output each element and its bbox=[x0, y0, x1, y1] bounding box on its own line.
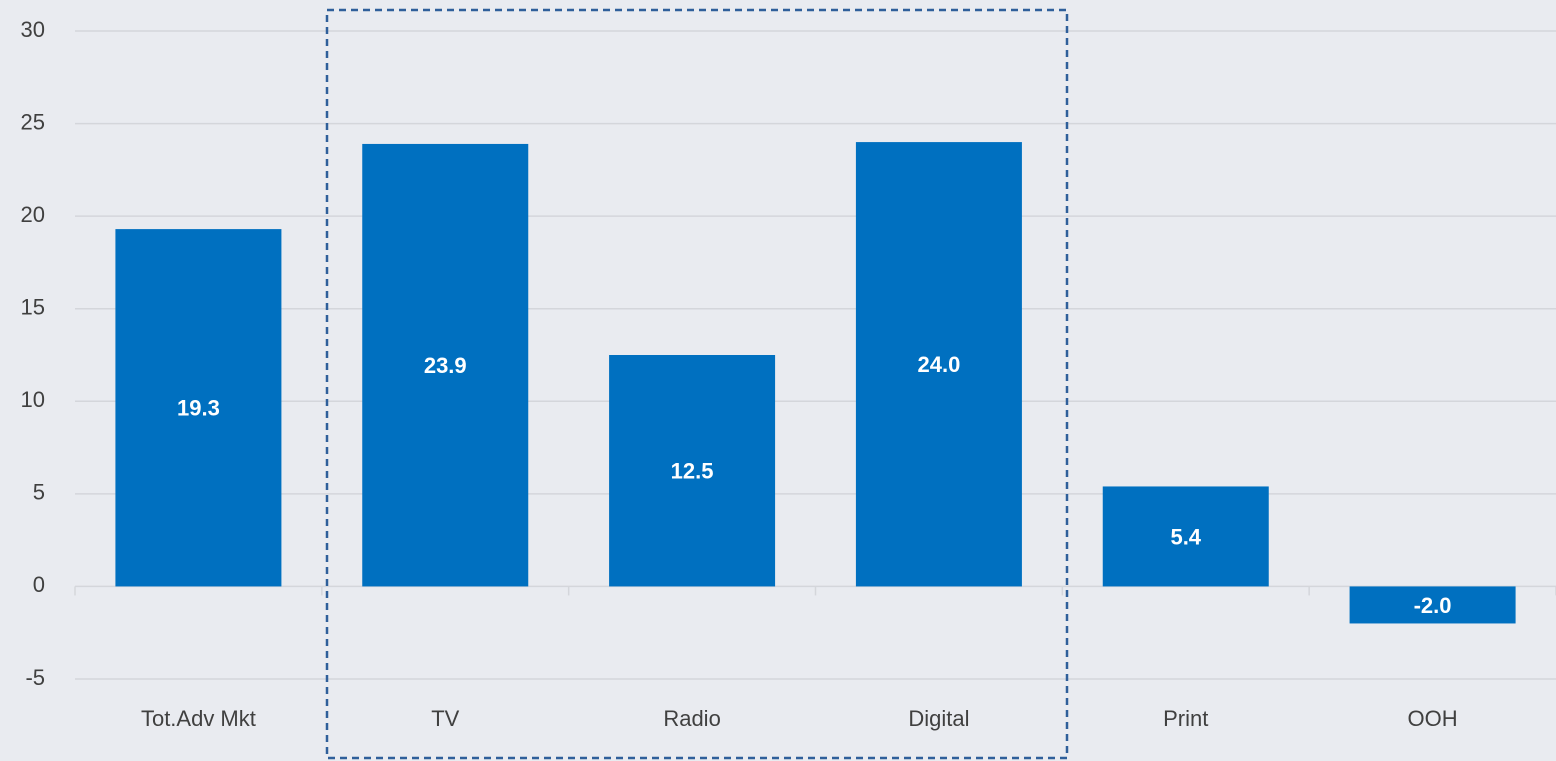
y-tick-label: 20 bbox=[21, 202, 45, 227]
data-label: 23.9 bbox=[424, 353, 467, 378]
x-tick-label: TV bbox=[431, 706, 459, 731]
y-tick-label: 5 bbox=[33, 480, 45, 505]
data-label: 5.4 bbox=[1170, 524, 1201, 549]
bar bbox=[362, 143, 529, 587]
bar bbox=[855, 142, 1022, 587]
bar bbox=[115, 229, 282, 587]
bar bbox=[609, 355, 776, 587]
data-label: 19.3 bbox=[177, 396, 220, 421]
data-label: 12.5 bbox=[671, 459, 714, 484]
y-tick-label: 15 bbox=[21, 295, 45, 320]
y-tick-label: 30 bbox=[21, 17, 45, 42]
bar bbox=[1349, 586, 1516, 624]
x-tick-label: OOH bbox=[1408, 706, 1458, 731]
bar bbox=[1102, 486, 1269, 587]
x-tick-label: Digital bbox=[908, 706, 969, 731]
data-label: -2.0 bbox=[1414, 593, 1452, 618]
x-tick-label: Tot.Adv Mkt bbox=[141, 706, 256, 731]
plot: -5 0 5 10 15 20 25 30 Tot.Adv Mkt 19.3 TV 23.9 Radio… bbox=[21, 17, 1556, 731]
data-label: 24.0 bbox=[918, 352, 961, 377]
y-tick-label: 25 bbox=[21, 109, 45, 134]
y-tick-label: 10 bbox=[21, 387, 45, 412]
x-tick-label: Radio bbox=[663, 706, 720, 731]
x-tick-label: Print bbox=[1163, 706, 1208, 731]
y-tick-label: -5 bbox=[25, 665, 45, 690]
y-tick-label: 0 bbox=[33, 572, 45, 597]
